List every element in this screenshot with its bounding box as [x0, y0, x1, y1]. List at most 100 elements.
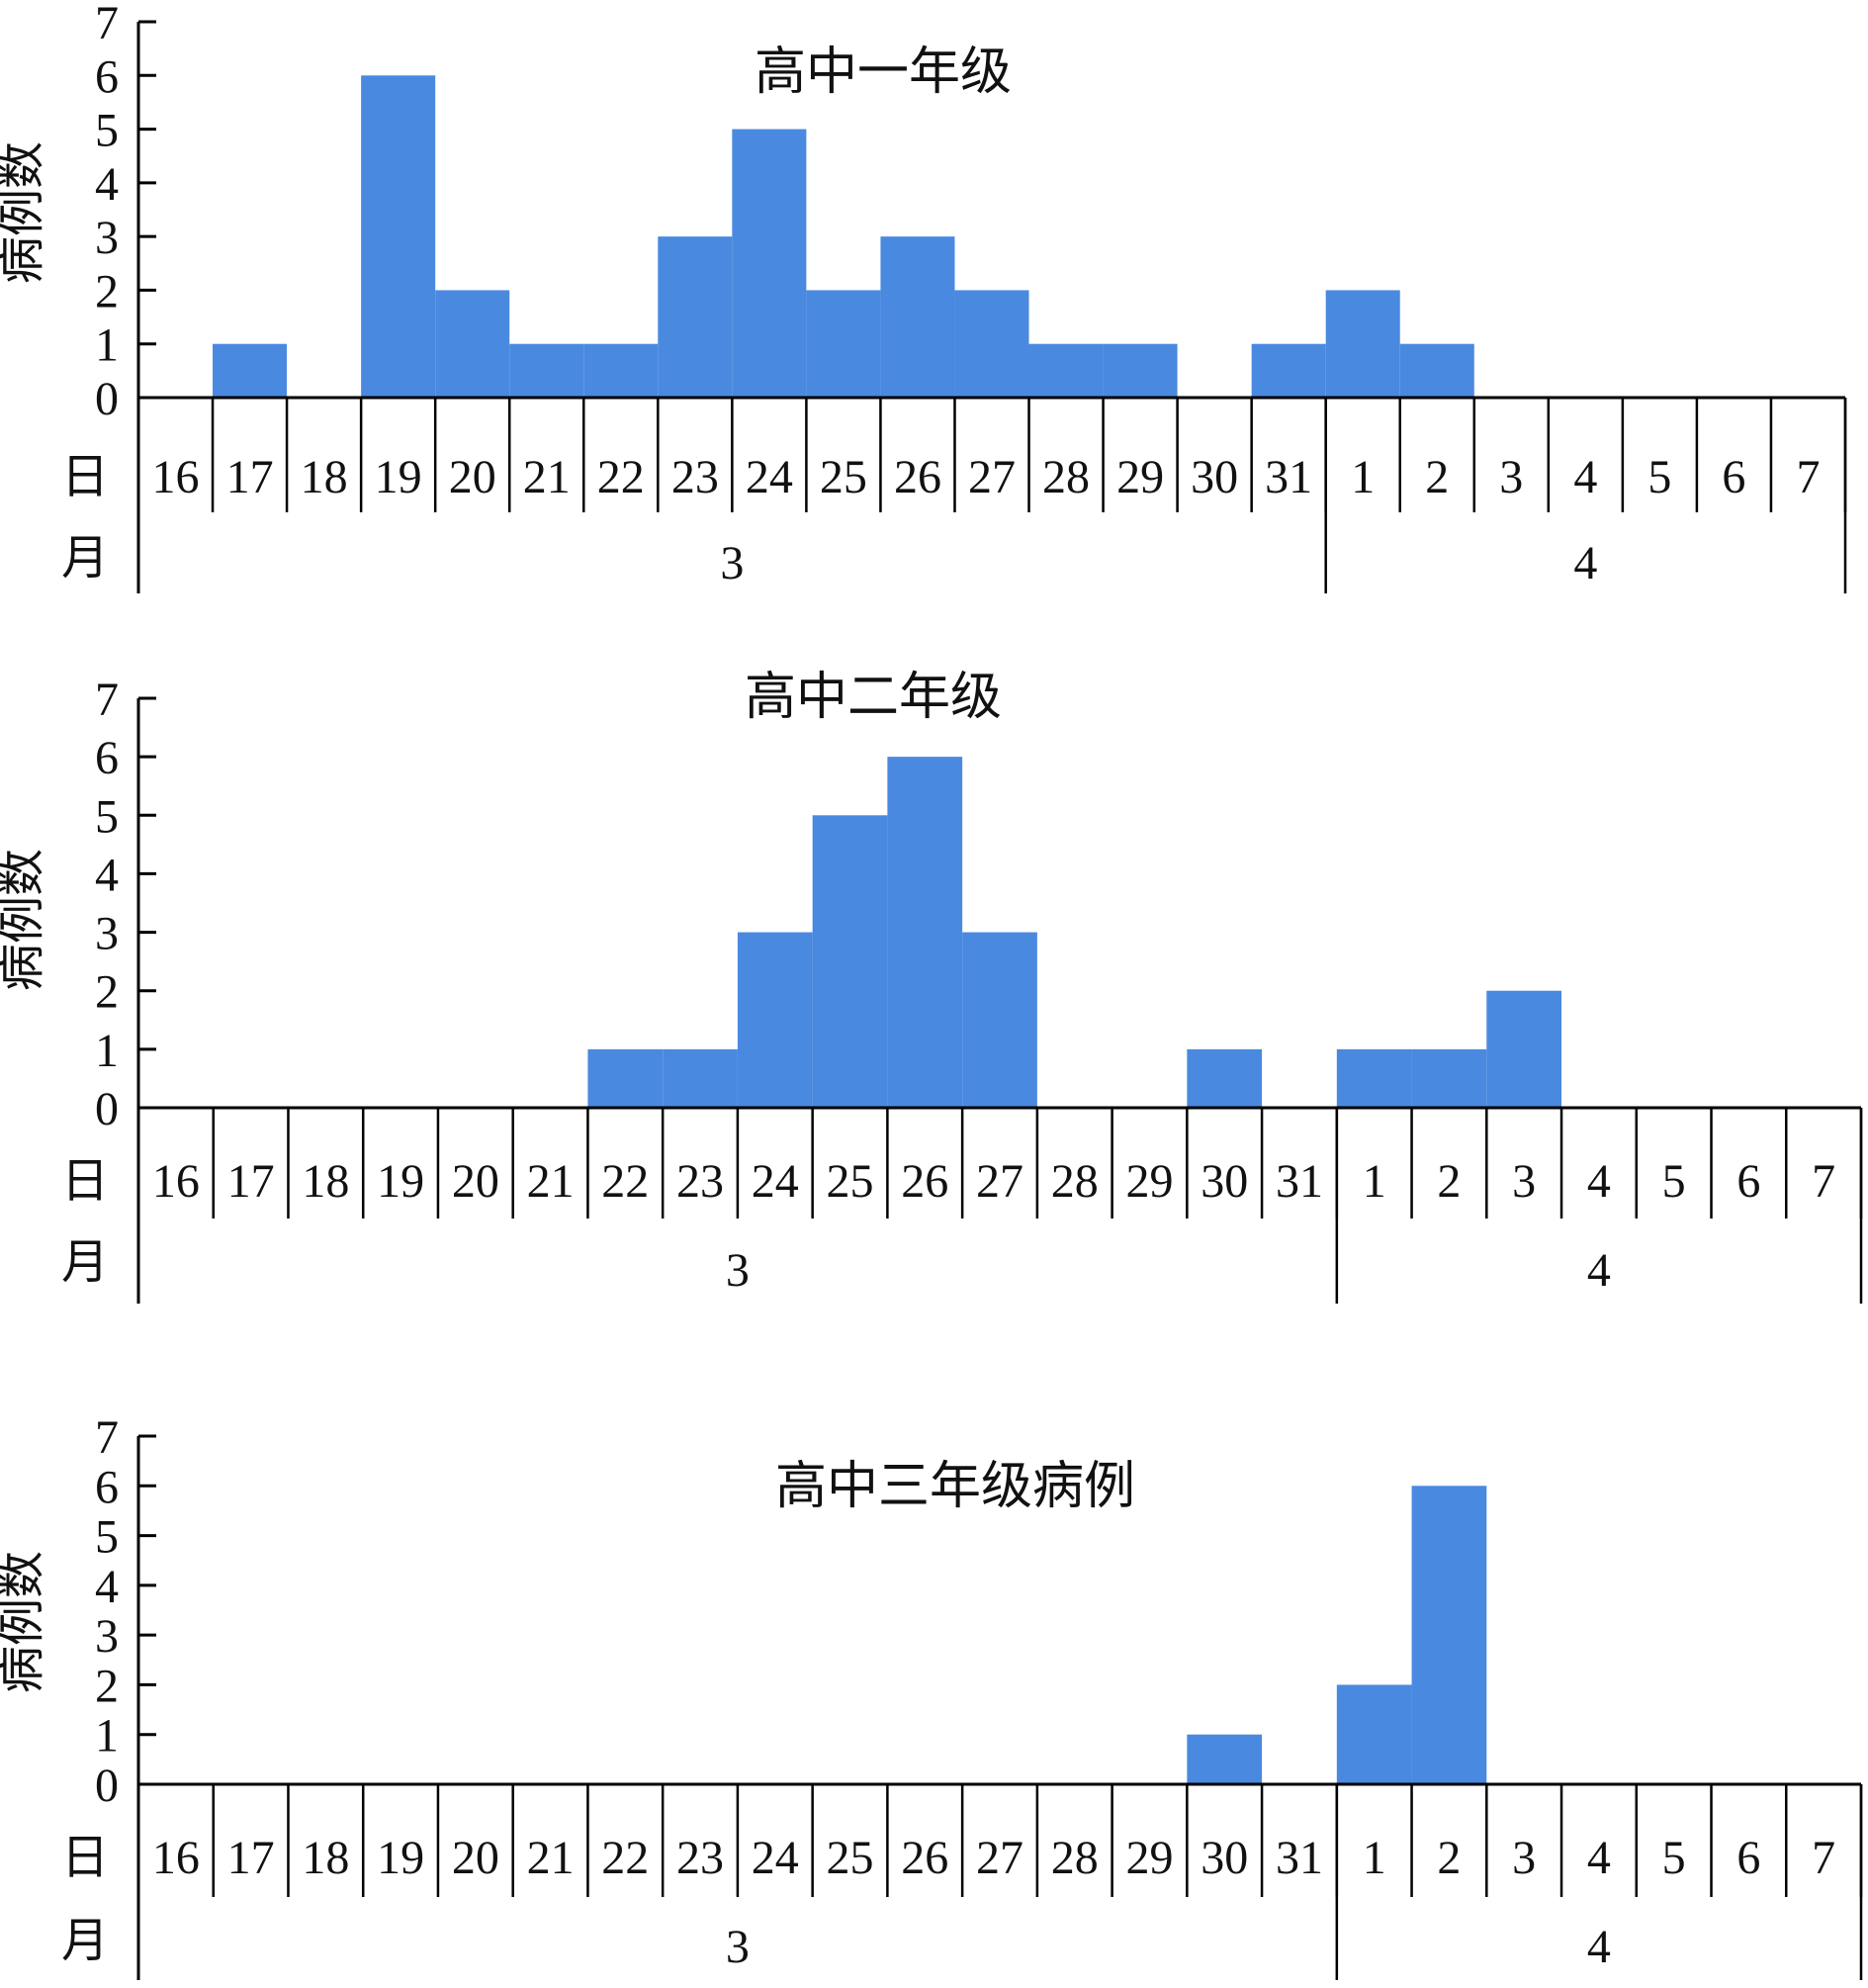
day-label: 27 — [968, 451, 1016, 503]
y-tick-label: 7 — [95, 0, 119, 49]
y-axis-label: 病例数 — [0, 141, 48, 284]
day-label: 29 — [1116, 451, 1164, 503]
row-label-day: 日 — [61, 1832, 109, 1884]
bar-23 — [658, 236, 733, 398]
bar-26 — [887, 757, 963, 1108]
y-tick-label: 5 — [95, 790, 119, 843]
day-label: 24 — [752, 1155, 799, 1208]
row-label-day: 日 — [61, 1155, 109, 1208]
y-tick-label: 2 — [95, 1660, 119, 1712]
day-label: 25 — [827, 1155, 874, 1208]
day-label: 26 — [894, 451, 941, 503]
day-label: 20 — [452, 1832, 499, 1884]
y-tick-label: 0 — [95, 1083, 119, 1135]
bar-28 — [1028, 343, 1104, 398]
day-label: 30 — [1191, 451, 1238, 503]
day-label: 2 — [1437, 1155, 1461, 1208]
bar-30 — [1187, 1734, 1263, 1784]
day-label: 22 — [597, 451, 645, 503]
bar-3 — [1486, 990, 1562, 1108]
day-label: 1 — [1351, 451, 1375, 503]
y-tick-label: 2 — [95, 966, 119, 1019]
y-tick-label: 1 — [95, 1025, 119, 1077]
day-label: 7 — [1796, 451, 1820, 503]
day-label: 3 — [1512, 1832, 1536, 1884]
day-label: 26 — [901, 1832, 948, 1884]
row-label-month: 月 — [61, 532, 109, 585]
bar-29 — [1103, 343, 1178, 398]
day-label: 24 — [746, 451, 793, 503]
month-label: 3 — [726, 1921, 750, 1973]
day-label: 23 — [676, 1155, 724, 1208]
day-label: 16 — [152, 1155, 200, 1208]
day-label: 4 — [1573, 451, 1597, 503]
bar-22 — [583, 343, 659, 398]
day-label: 17 — [226, 451, 274, 503]
y-tick-label: 4 — [95, 849, 119, 901]
day-label: 25 — [820, 451, 867, 503]
y-tick-label: 1 — [95, 319, 119, 372]
y-tick-label: 6 — [95, 1461, 119, 1513]
bar-1 — [1336, 1684, 1412, 1784]
day-label: 21 — [527, 1832, 575, 1884]
row-label-day: 日 — [61, 451, 109, 503]
day-label: 31 — [1276, 1832, 1323, 1884]
day-label: 23 — [671, 451, 719, 503]
month-label: 4 — [1587, 1244, 1611, 1297]
day-label: 27 — [976, 1832, 1023, 1884]
bar-27 — [954, 290, 1029, 398]
day-label: 17 — [227, 1155, 275, 1208]
y-tick-label: 3 — [95, 212, 119, 264]
day-label: 26 — [901, 1155, 948, 1208]
y-tick-label: 7 — [95, 1411, 119, 1464]
day-label: 4 — [1587, 1155, 1611, 1208]
day-label: 3 — [1499, 451, 1523, 503]
day-label: 6 — [1736, 1832, 1760, 1884]
day-label: 19 — [377, 1832, 424, 1884]
y-axis-label: 病例数 — [0, 1551, 48, 1693]
day-label: 3 — [1512, 1155, 1536, 1208]
day-label: 1 — [1363, 1832, 1386, 1884]
y-axis-label: 病例数 — [0, 849, 48, 991]
y-tick-label: 0 — [95, 1760, 119, 1812]
day-label: 31 — [1276, 1155, 1323, 1208]
chart-title: 高中二年级 — [745, 670, 1002, 726]
day-label: 5 — [1647, 451, 1671, 503]
day-label: 25 — [827, 1832, 874, 1884]
bar-20 — [435, 290, 510, 398]
bar-2 — [1411, 1486, 1487, 1784]
bar-24 — [737, 932, 813, 1108]
bar-19 — [361, 75, 436, 398]
day-label: 19 — [377, 1155, 424, 1208]
day-label: 20 — [452, 1155, 499, 1208]
month-label: 4 — [1587, 1921, 1611, 1973]
bar-23 — [663, 1048, 738, 1108]
day-label: 5 — [1662, 1155, 1686, 1208]
y-tick-label: 5 — [95, 105, 119, 157]
bar-31 — [1251, 343, 1326, 398]
day-label: 18 — [302, 1832, 349, 1884]
y-tick-label: 6 — [95, 732, 119, 784]
day-label: 28 — [1042, 451, 1090, 503]
bar-26 — [880, 236, 955, 398]
month-label: 3 — [720, 537, 744, 589]
day-label: 23 — [676, 1832, 724, 1884]
day-label: 21 — [523, 451, 571, 503]
bar-27 — [962, 932, 1037, 1108]
row-label-month: 月 — [61, 1915, 109, 1967]
day-label: 30 — [1201, 1832, 1248, 1884]
day-label: 20 — [449, 451, 496, 503]
bar-25 — [806, 290, 881, 398]
y-tick-label: 7 — [95, 674, 119, 726]
bar-21 — [509, 343, 584, 398]
day-label: 16 — [152, 451, 200, 503]
y-tick-label: 5 — [95, 1511, 119, 1564]
y-tick-label: 4 — [95, 158, 119, 211]
day-label: 5 — [1662, 1832, 1686, 1884]
bar-2 — [1399, 343, 1474, 398]
bar-25 — [812, 815, 888, 1108]
